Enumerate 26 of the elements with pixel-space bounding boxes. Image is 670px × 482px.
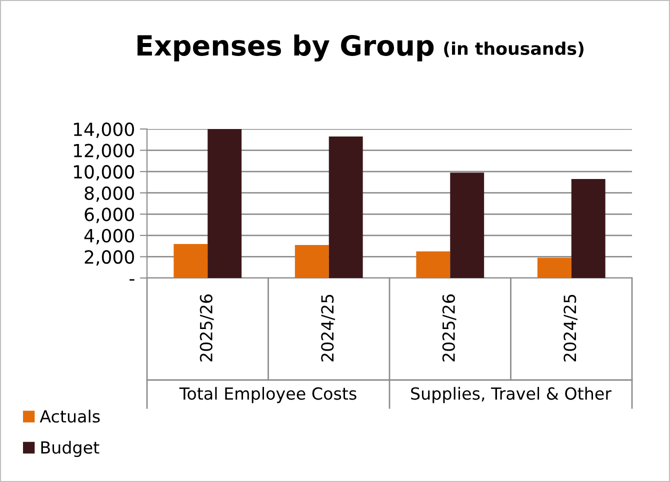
legend-label: Budget bbox=[41, 440, 100, 457]
y-tick-label: 6,000 bbox=[84, 208, 134, 224]
x-tick-label: 2025/26 bbox=[200, 294, 214, 362]
y-tick-label: 2,000 bbox=[84, 250, 134, 266]
chart-title: Expenses by Group bbox=[138, 34, 434, 62]
x-tick-label: 2025/26 bbox=[442, 294, 456, 362]
x-tick-label: 2024/25 bbox=[564, 294, 578, 362]
y-tick-label: 4,000 bbox=[84, 228, 134, 244]
bar bbox=[416, 251, 450, 278]
y-tick-label: 12,000 bbox=[74, 144, 134, 160]
legend-label: Actuals bbox=[40, 410, 100, 423]
y-tick-label: 8,000 bbox=[84, 186, 134, 202]
bar bbox=[328, 136, 363, 278]
bar bbox=[537, 258, 572, 278]
bar bbox=[208, 129, 242, 278]
x-tick-label: 2024/25 bbox=[321, 294, 336, 362]
bar bbox=[450, 172, 484, 278]
bar bbox=[174, 244, 208, 278]
y-tick-label: 14,000 bbox=[74, 122, 134, 138]
y-tick-label: - bbox=[130, 279, 134, 281]
y-tick-label: 10,000 bbox=[74, 165, 134, 181]
bar bbox=[294, 245, 329, 278]
bar bbox=[571, 179, 606, 278]
chart-subtitle: (in thousands) bbox=[444, 42, 584, 58]
text: Supplies, Travel & Other bbox=[411, 386, 612, 404]
text: Total Employee Costs bbox=[179, 386, 356, 404]
